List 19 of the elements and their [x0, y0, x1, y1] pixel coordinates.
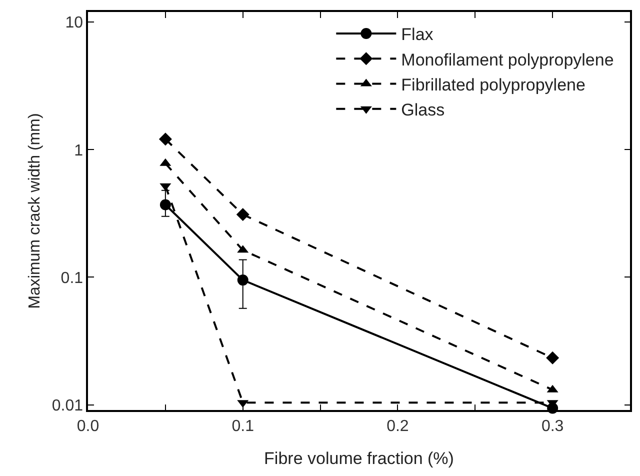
- y-tick-label: 1: [74, 142, 84, 160]
- point: [546, 351, 560, 364]
- x-tick-label: 0.0: [76, 418, 100, 435]
- y-tick-label: 0.1: [60, 270, 84, 287]
- y-axis-title: Maximum crack width (mm): [26, 113, 44, 309]
- y-tick-label: 10: [65, 14, 84, 32]
- point: [236, 208, 250, 222]
- legend-label: Fibrillated polypropylene: [401, 75, 586, 94]
- y-tick-label: 0.01: [52, 397, 84, 414]
- point: [158, 132, 172, 146]
- x-tick-label: 0.2: [386, 418, 409, 435]
- x-tick-label: 0.1: [232, 418, 254, 435]
- x-tick-label: 0.3: [541, 418, 564, 435]
- legend-label: Glass: [401, 100, 445, 120]
- x-axis-title: Fibre volume fraction (%): [264, 448, 454, 468]
- point: [160, 199, 171, 210]
- legend-label: Monofilament polypropylene: [401, 50, 614, 70]
- point: [237, 274, 248, 286]
- legend-label: Flax: [401, 25, 434, 44]
